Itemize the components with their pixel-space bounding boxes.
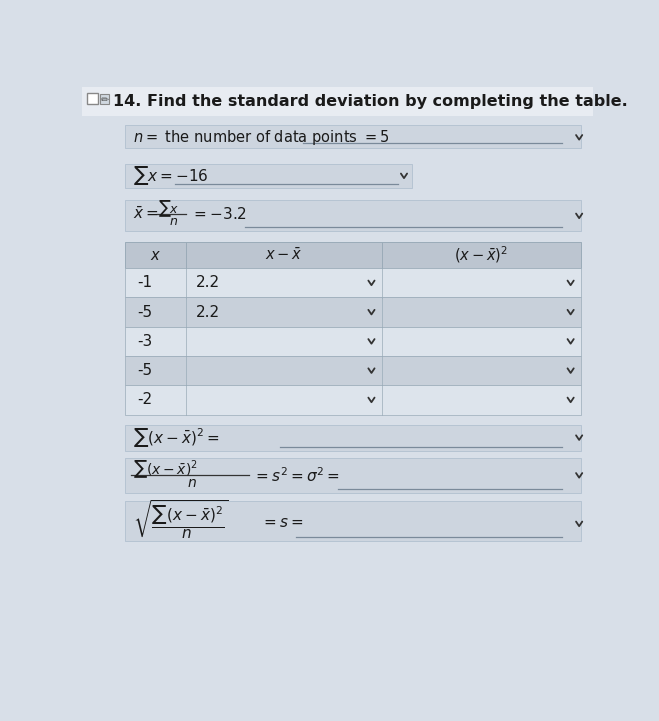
Text: 2.2: 2.2 <box>196 275 219 291</box>
Text: 2.2: 2.2 <box>196 305 219 319</box>
Bar <box>125 242 581 268</box>
Text: $\sum(x - \bar{x})^2$: $\sum(x - \bar{x})^2$ <box>132 459 198 480</box>
Text: -5: -5 <box>137 363 152 378</box>
Text: $n$: $n$ <box>187 476 197 490</box>
Bar <box>82 87 593 116</box>
Text: $= {-3.2}$: $= {-3.2}$ <box>191 206 246 222</box>
Text: $= s =$: $= s =$ <box>260 515 303 530</box>
Bar <box>87 94 98 105</box>
Bar <box>125 501 581 541</box>
Text: -2: -2 <box>137 392 152 407</box>
Text: -3: -3 <box>137 334 153 349</box>
Text: $\sqrt{\dfrac{\sum(x-\bar{x})^2}{n}}$: $\sqrt{\dfrac{\sum(x-\bar{x})^2}{n}}$ <box>132 498 228 541</box>
Text: -1: -1 <box>137 275 152 291</box>
Bar <box>125 459 581 493</box>
Text: 14. Find the standard deviation by completing the table.: 14. Find the standard deviation by compl… <box>113 94 628 109</box>
Text: $\bar{x} =$: $\bar{x} =$ <box>132 206 158 222</box>
Bar <box>125 385 581 415</box>
Text: $x$: $x$ <box>150 247 161 262</box>
Text: $x - \bar{x}$: $x - \bar{x}$ <box>265 247 302 263</box>
Text: $\sum x = {-16}$: $\sum x = {-16}$ <box>132 164 208 187</box>
Bar <box>125 200 581 231</box>
Text: $\sum(x - \bar{x})^2 =$: $\sum(x - \bar{x})^2 =$ <box>132 426 219 449</box>
Bar <box>125 125 581 148</box>
Text: $n$: $n$ <box>169 215 178 228</box>
Bar <box>125 356 581 385</box>
Bar <box>125 298 581 327</box>
Text: $= s^2 = \sigma^2 =$: $= s^2 = \sigma^2 =$ <box>253 466 340 485</box>
Text: $\sum x$: $\sum x$ <box>158 198 180 219</box>
Text: -5: -5 <box>137 305 152 319</box>
Bar <box>125 164 412 188</box>
Bar <box>125 268 581 298</box>
Text: $(x - \bar{x})^2$: $(x - \bar{x})^2$ <box>455 245 509 265</box>
Text: $n=$ the number of data points $= 5$: $n=$ the number of data points $= 5$ <box>132 128 389 147</box>
Bar <box>100 94 109 105</box>
Bar <box>125 327 581 356</box>
Bar <box>125 425 581 451</box>
Text: ✏: ✏ <box>101 94 109 105</box>
